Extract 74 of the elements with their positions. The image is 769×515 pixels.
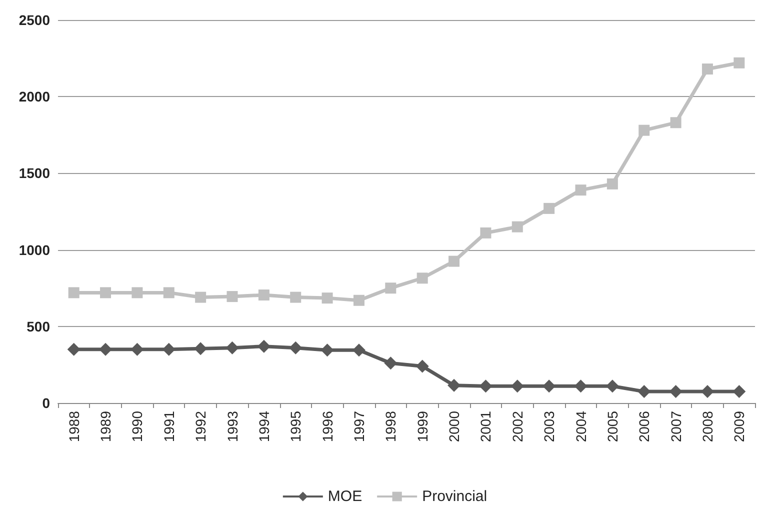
point: [575, 184, 586, 196]
point: [732, 385, 746, 398]
x-tick-label: 1998: [382, 410, 399, 442]
y-tick-label: 2000: [18, 88, 50, 105]
x-tick-label: 1988: [66, 410, 82, 442]
point: [67, 342, 80, 356]
point: [416, 272, 428, 284]
point: [322, 292, 333, 304]
point: [700, 385, 714, 398]
point: [130, 342, 144, 356]
point: [162, 342, 176, 356]
point: [68, 287, 80, 298]
point: [353, 294, 364, 306]
point: [669, 385, 682, 398]
x-tick-label: 2002: [509, 410, 526, 442]
point: [385, 282, 396, 294]
x-tick-label: 2007: [668, 410, 684, 442]
x-tick-label: 2003: [541, 410, 558, 442]
point: [480, 227, 492, 238]
y-tick-label: 0: [42, 395, 50, 411]
x-tick-label: 1993: [224, 410, 240, 442]
point: [670, 117, 682, 128]
point: [638, 385, 651, 398]
point: [132, 287, 143, 298]
legend-label: Provincial: [422, 488, 488, 505]
x-tick-label: 2001: [478, 410, 494, 442]
point: [226, 291, 238, 302]
x-tick-label: 1991: [160, 410, 177, 442]
x-tick-label: 1992: [192, 410, 209, 442]
y-tick-label: 2500: [18, 12, 50, 28]
y-tick-label: 1000: [18, 242, 50, 258]
x-tick-label: 2004: [572, 410, 589, 442]
x-tick-label: 1996: [319, 410, 336, 442]
point: [384, 356, 398, 370]
y-tick-label: 500: [26, 318, 50, 334]
point: [702, 64, 713, 75]
point: [194, 342, 208, 356]
x-tick-label: 1995: [288, 410, 304, 442]
point: [606, 178, 618, 190]
point: [352, 344, 366, 357]
x-tick-label: 2009: [731, 410, 748, 442]
point: [448, 256, 460, 267]
legend-label: MOE: [328, 488, 362, 505]
point: [226, 341, 239, 354]
point: [479, 380, 492, 393]
point: [448, 378, 461, 392]
point: [510, 380, 524, 393]
point: [512, 221, 523, 232]
x-tick-label: 1994: [256, 410, 272, 442]
point: [638, 124, 650, 136]
x-tick-label: 2006: [636, 410, 652, 442]
point: [734, 57, 745, 68]
point: [542, 380, 556, 393]
point: [606, 380, 619, 393]
point: [163, 287, 174, 298]
x-tick-label: 2008: [699, 410, 716, 442]
point: [257, 340, 270, 353]
x-tick-label: 2005: [604, 410, 620, 442]
point: [574, 380, 588, 393]
point: [289, 341, 302, 354]
y-tick-label: 1500: [18, 165, 50, 182]
point: [100, 287, 112, 298]
x-tick-label: 1989: [98, 410, 114, 442]
point: [195, 292, 206, 303]
point: [544, 202, 555, 214]
point: [320, 344, 334, 357]
x-tick-label: 1997: [350, 410, 367, 442]
point: [99, 342, 112, 356]
x-tick-label: 2000: [446, 410, 462, 442]
point: [416, 360, 429, 373]
x-tick-label: 1999: [414, 410, 430, 442]
x-tick-label: 1990: [129, 410, 146, 442]
point: [258, 289, 270, 300]
point: [290, 292, 302, 303]
